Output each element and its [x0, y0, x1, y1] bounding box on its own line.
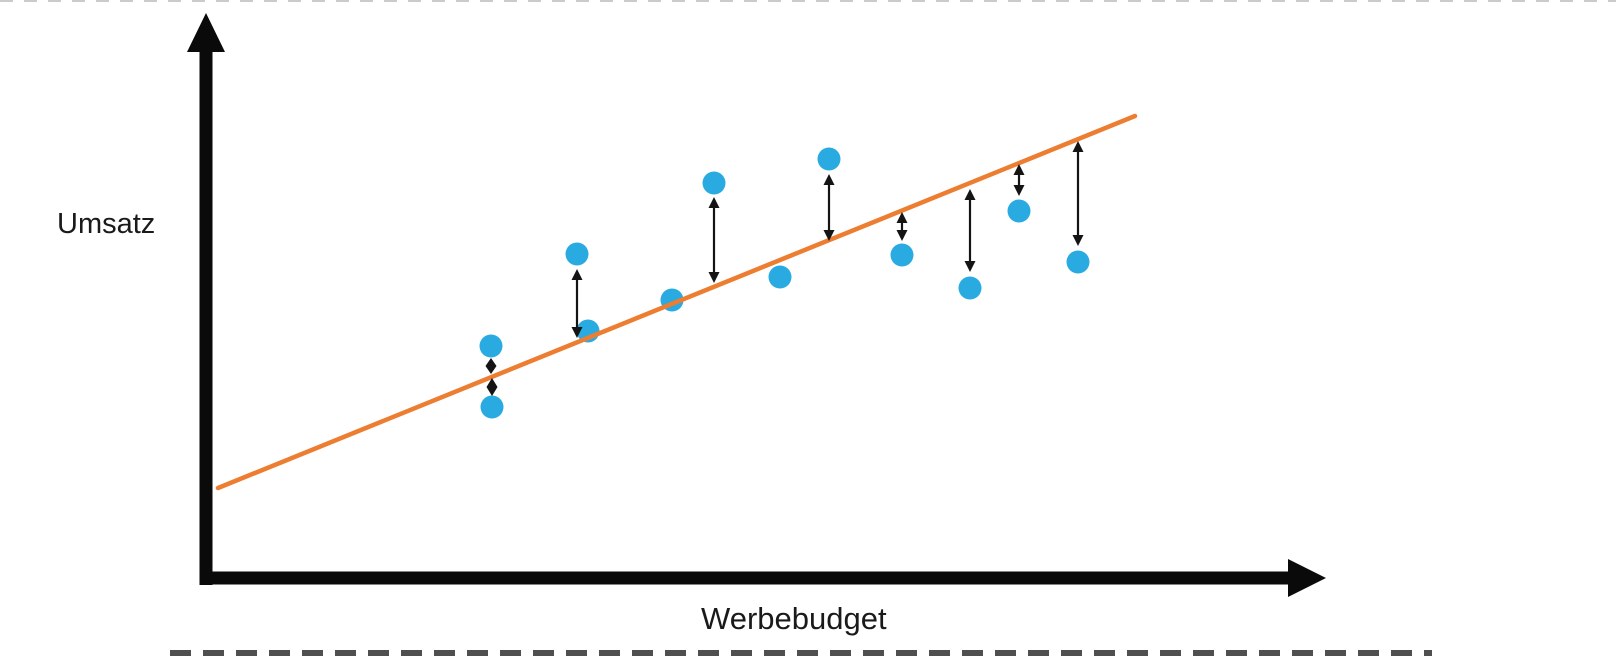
y-axis-arrowhead-icon [187, 13, 225, 52]
x-axis [200, 571, 1291, 585]
data-point [958, 276, 982, 300]
data-point [1007, 199, 1031, 223]
residual-arrow-down-head-icon [708, 272, 720, 283]
y-axis [199, 48, 213, 585]
data-point [890, 243, 914, 267]
residual-arrow-down-head-icon [823, 230, 835, 241]
residual-arrow-up-head-icon [964, 189, 976, 200]
data-point [768, 265, 792, 289]
residual-arrow-down-head-icon [571, 327, 583, 338]
residual-arrow-down-head-icon [1072, 235, 1084, 246]
data-point [565, 242, 589, 266]
data-point [817, 147, 841, 171]
residual-arrow-down-head-icon [485, 366, 497, 374]
residual-arrow-up-head-icon [571, 269, 583, 280]
residual-arrow-up-head-icon [708, 197, 720, 208]
x-axis-arrowhead-icon [1288, 559, 1326, 597]
data-point [702, 171, 726, 195]
y-axis-label: Umsatz [57, 208, 156, 240]
residual-arrow-up-head-icon [896, 212, 908, 223]
x-axis-label: Werbebudget [701, 601, 887, 636]
residual-arrow-down-head-icon [896, 230, 908, 241]
residual-arrow-down-head-icon [1013, 185, 1025, 196]
residual-arrow-up-head-icon [486, 378, 498, 387]
regression-line [215, 113, 1138, 491]
data-point [479, 334, 503, 358]
residual-arrow-up-head-icon [1013, 164, 1025, 175]
residual-arrow-up-head-icon [485, 358, 497, 366]
residual-arrow-down-head-icon [964, 261, 976, 272]
data-point [1066, 250, 1090, 274]
residual-arrow-up-head-icon [823, 174, 835, 185]
residual-arrow-up-head-icon [1072, 141, 1084, 152]
data-point [480, 395, 504, 419]
residual-arrow-down-head-icon [486, 387, 498, 396]
